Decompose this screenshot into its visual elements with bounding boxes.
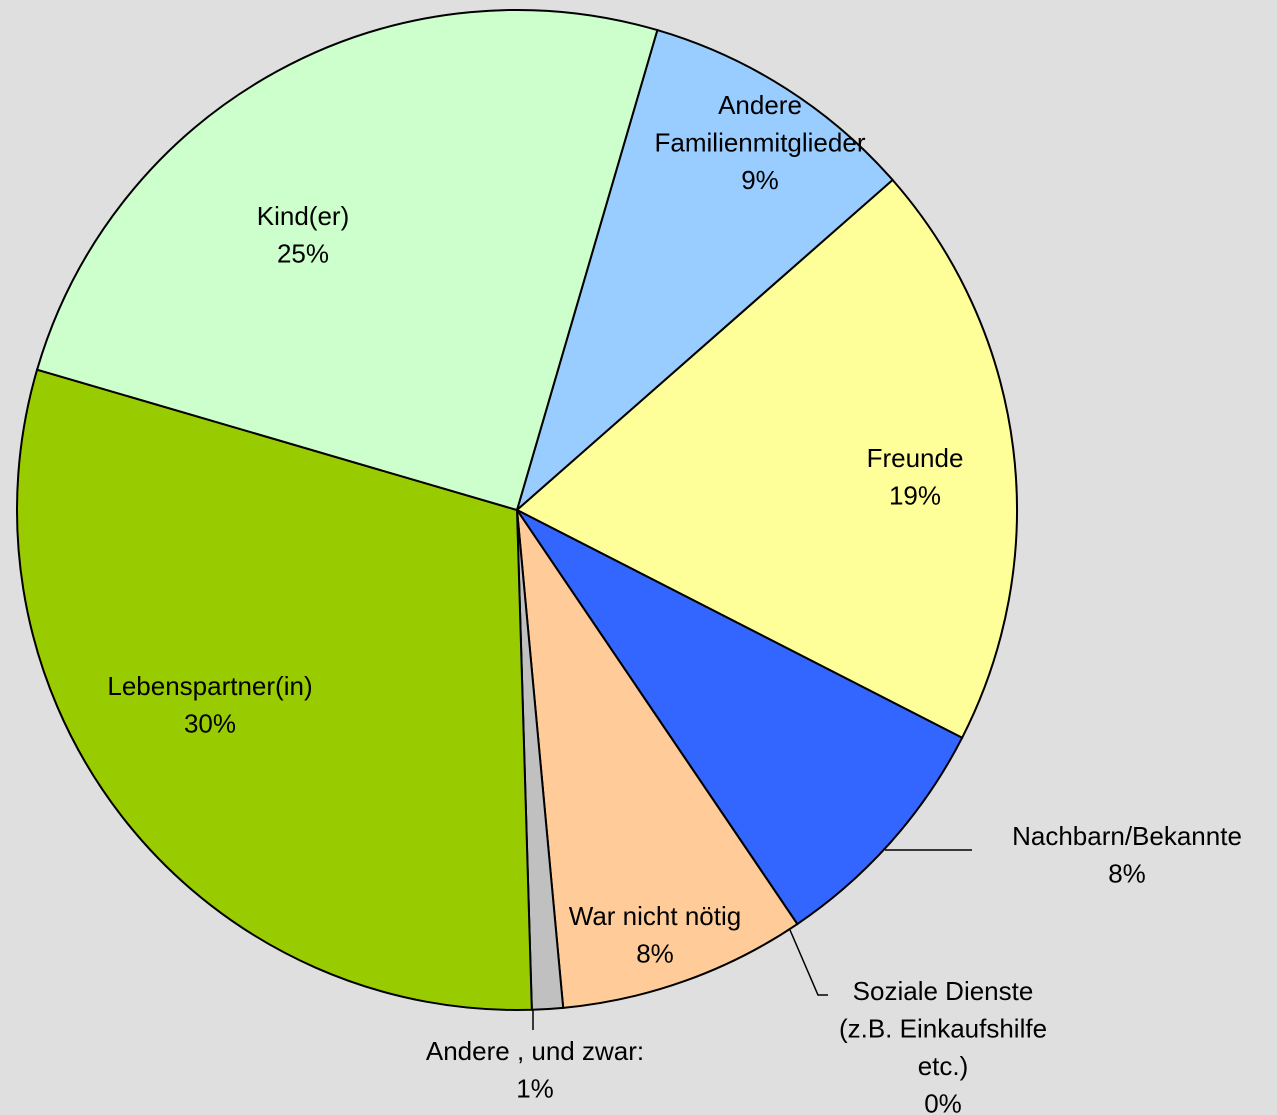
leader-line: [789, 929, 828, 996]
value-label: 25%: [277, 238, 329, 268]
slice-label: Lebenspartner(in) 30%: [107, 671, 312, 739]
value-label: 8%: [636, 938, 674, 968]
category-label: Kind(er): [257, 201, 349, 231]
category-label: Soziale Dienste: [853, 976, 1034, 1006]
value-label: 30%: [184, 708, 236, 738]
slice-label: Andere Familienmitglieder 9%: [655, 90, 866, 195]
category-label: Nachbarn/Bekannte: [1012, 821, 1242, 851]
slice-label: Nachbarn/Bekannte 8%: [1012, 821, 1242, 889]
category-label: etc.): [918, 1051, 969, 1081]
category-label: War nicht nötig: [569, 901, 741, 931]
slice-label: Andere , und zwar: 1%: [426, 1036, 644, 1104]
pie-slice: [515, 28, 895, 514]
category-label: Andere: [718, 90, 802, 120]
value-label: 9%: [741, 165, 779, 195]
category-label: Andere , und zwar:: [426, 1036, 644, 1066]
category-label: Lebenspartner(in): [107, 671, 312, 701]
pie-slice: [515, 178, 1018, 740]
pie-slice: [516, 509, 799, 1009]
pie-slice: [516, 509, 964, 926]
value-label: 19%: [889, 480, 941, 510]
slice-label: Freunde 19%: [867, 443, 964, 511]
value-label: 0%: [924, 1088, 962, 1115]
category-label: Freunde: [867, 443, 964, 473]
pie-slice: [16, 368, 533, 1011]
slice-label: Soziale Dienste (z.B. Einkaufshilfe etc.) 0…: [839, 976, 1047, 1115]
category-label: (z.B. Einkaufshilfe: [839, 1013, 1047, 1043]
pie-slice: [35, 9, 659, 512]
slice-label: War nicht nötig 8%: [569, 901, 741, 969]
category-label: Familienmitglieder: [655, 127, 866, 157]
slice-label: Kind(er) 25%: [257, 201, 349, 269]
value-label: 8%: [1108, 858, 1146, 888]
value-label: 1%: [516, 1073, 554, 1103]
